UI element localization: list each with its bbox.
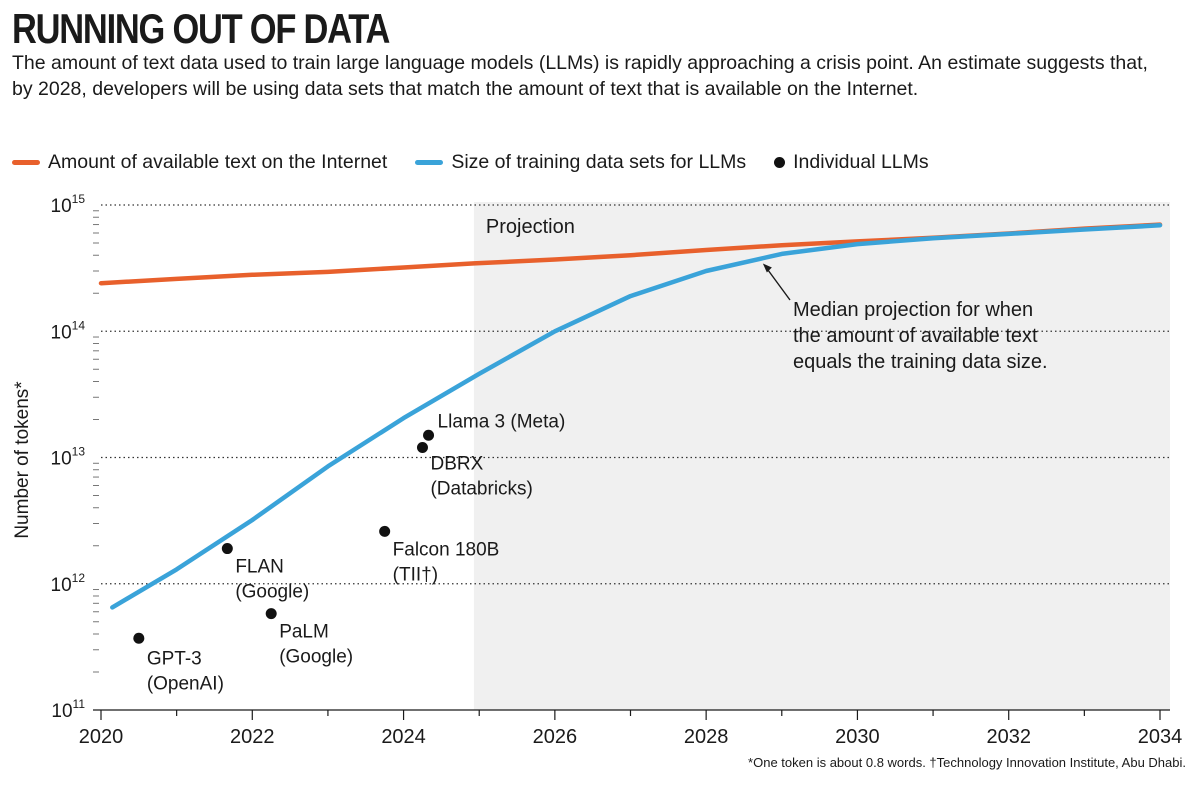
llm-label: DBRX bbox=[430, 454, 483, 475]
annotation-text: equals the training data size. bbox=[793, 351, 1048, 373]
llm-label: Llama 3 (Meta) bbox=[438, 411, 566, 432]
x-tick-label: 2034 bbox=[1138, 726, 1183, 748]
legend-item-llms: Individual LLMs bbox=[774, 151, 929, 174]
llm-label: PaLM bbox=[279, 622, 329, 643]
llm-point bbox=[416, 442, 428, 454]
x-tick-label: 2020 bbox=[79, 726, 124, 748]
y-tick-label: 1013 bbox=[51, 445, 86, 470]
footnote: *One token is about 0.8 words. †Technolo… bbox=[748, 755, 1186, 770]
legend-label-training: Size of training data sets for LLMs bbox=[451, 150, 747, 173]
legend-swatch-llms bbox=[774, 156, 786, 168]
llm-org-label: (TII†) bbox=[393, 564, 438, 585]
llm-point bbox=[265, 608, 277, 620]
annotation-leader bbox=[766, 268, 791, 301]
subtitle: The amount of text data used to train la… bbox=[12, 52, 1148, 100]
y-tick-label: 1014 bbox=[51, 318, 86, 343]
x-tick-label: 2028 bbox=[684, 726, 729, 748]
y-tick-label: 1011 bbox=[51, 697, 85, 722]
x-tick-label: 2022 bbox=[230, 726, 275, 748]
llm-point bbox=[379, 525, 391, 537]
llm-point bbox=[221, 543, 233, 555]
y-axis-label: Number of tokens* bbox=[12, 381, 33, 539]
annotation-arrowhead bbox=[762, 263, 772, 273]
llm-org-label: (OpenAI) bbox=[147, 673, 224, 694]
series-line-training bbox=[110, 223, 1163, 610]
legend-label-internet: Amount of available text on the Internet bbox=[48, 150, 388, 173]
llm-label: FLAN bbox=[235, 557, 284, 578]
llm-org-label: (Google) bbox=[235, 582, 309, 603]
x-tick-label: 2024 bbox=[381, 726, 426, 748]
page-title: RUNNING OUT OF DATA bbox=[12, 5, 390, 52]
legend-label-llms: Individual LLMs bbox=[793, 150, 929, 173]
x-tick-label: 2032 bbox=[986, 726, 1031, 748]
legend-item-internet: Amount of available text on the Internet bbox=[12, 151, 387, 174]
llm-point bbox=[423, 429, 435, 441]
y-tick-label: 1012 bbox=[51, 571, 86, 596]
legend-swatch-internet bbox=[12, 159, 40, 165]
x-tick-label: 2026 bbox=[533, 726, 578, 748]
llm-org-label: (Google) bbox=[279, 647, 353, 668]
legend: Amount of available text on the Internet… bbox=[12, 148, 957, 176]
projection-label: Projection bbox=[486, 216, 575, 238]
legend-item-training: Size of training data sets for LLMs bbox=[415, 151, 746, 174]
llm-label: Falcon 180B bbox=[393, 539, 500, 560]
llm-org-label: (Databricks) bbox=[430, 479, 532, 500]
annotation-text: the amount of available text bbox=[793, 325, 1038, 347]
y-tick-label: 1015 bbox=[51, 192, 86, 217]
projection-region bbox=[473, 202, 1170, 710]
x-tick-label: 2030 bbox=[835, 726, 880, 748]
legend-swatch-training bbox=[415, 159, 444, 165]
llm-point bbox=[133, 632, 145, 644]
annotation-text: Median projection for when bbox=[793, 299, 1033, 321]
llm-label: GPT-3 bbox=[147, 648, 202, 669]
